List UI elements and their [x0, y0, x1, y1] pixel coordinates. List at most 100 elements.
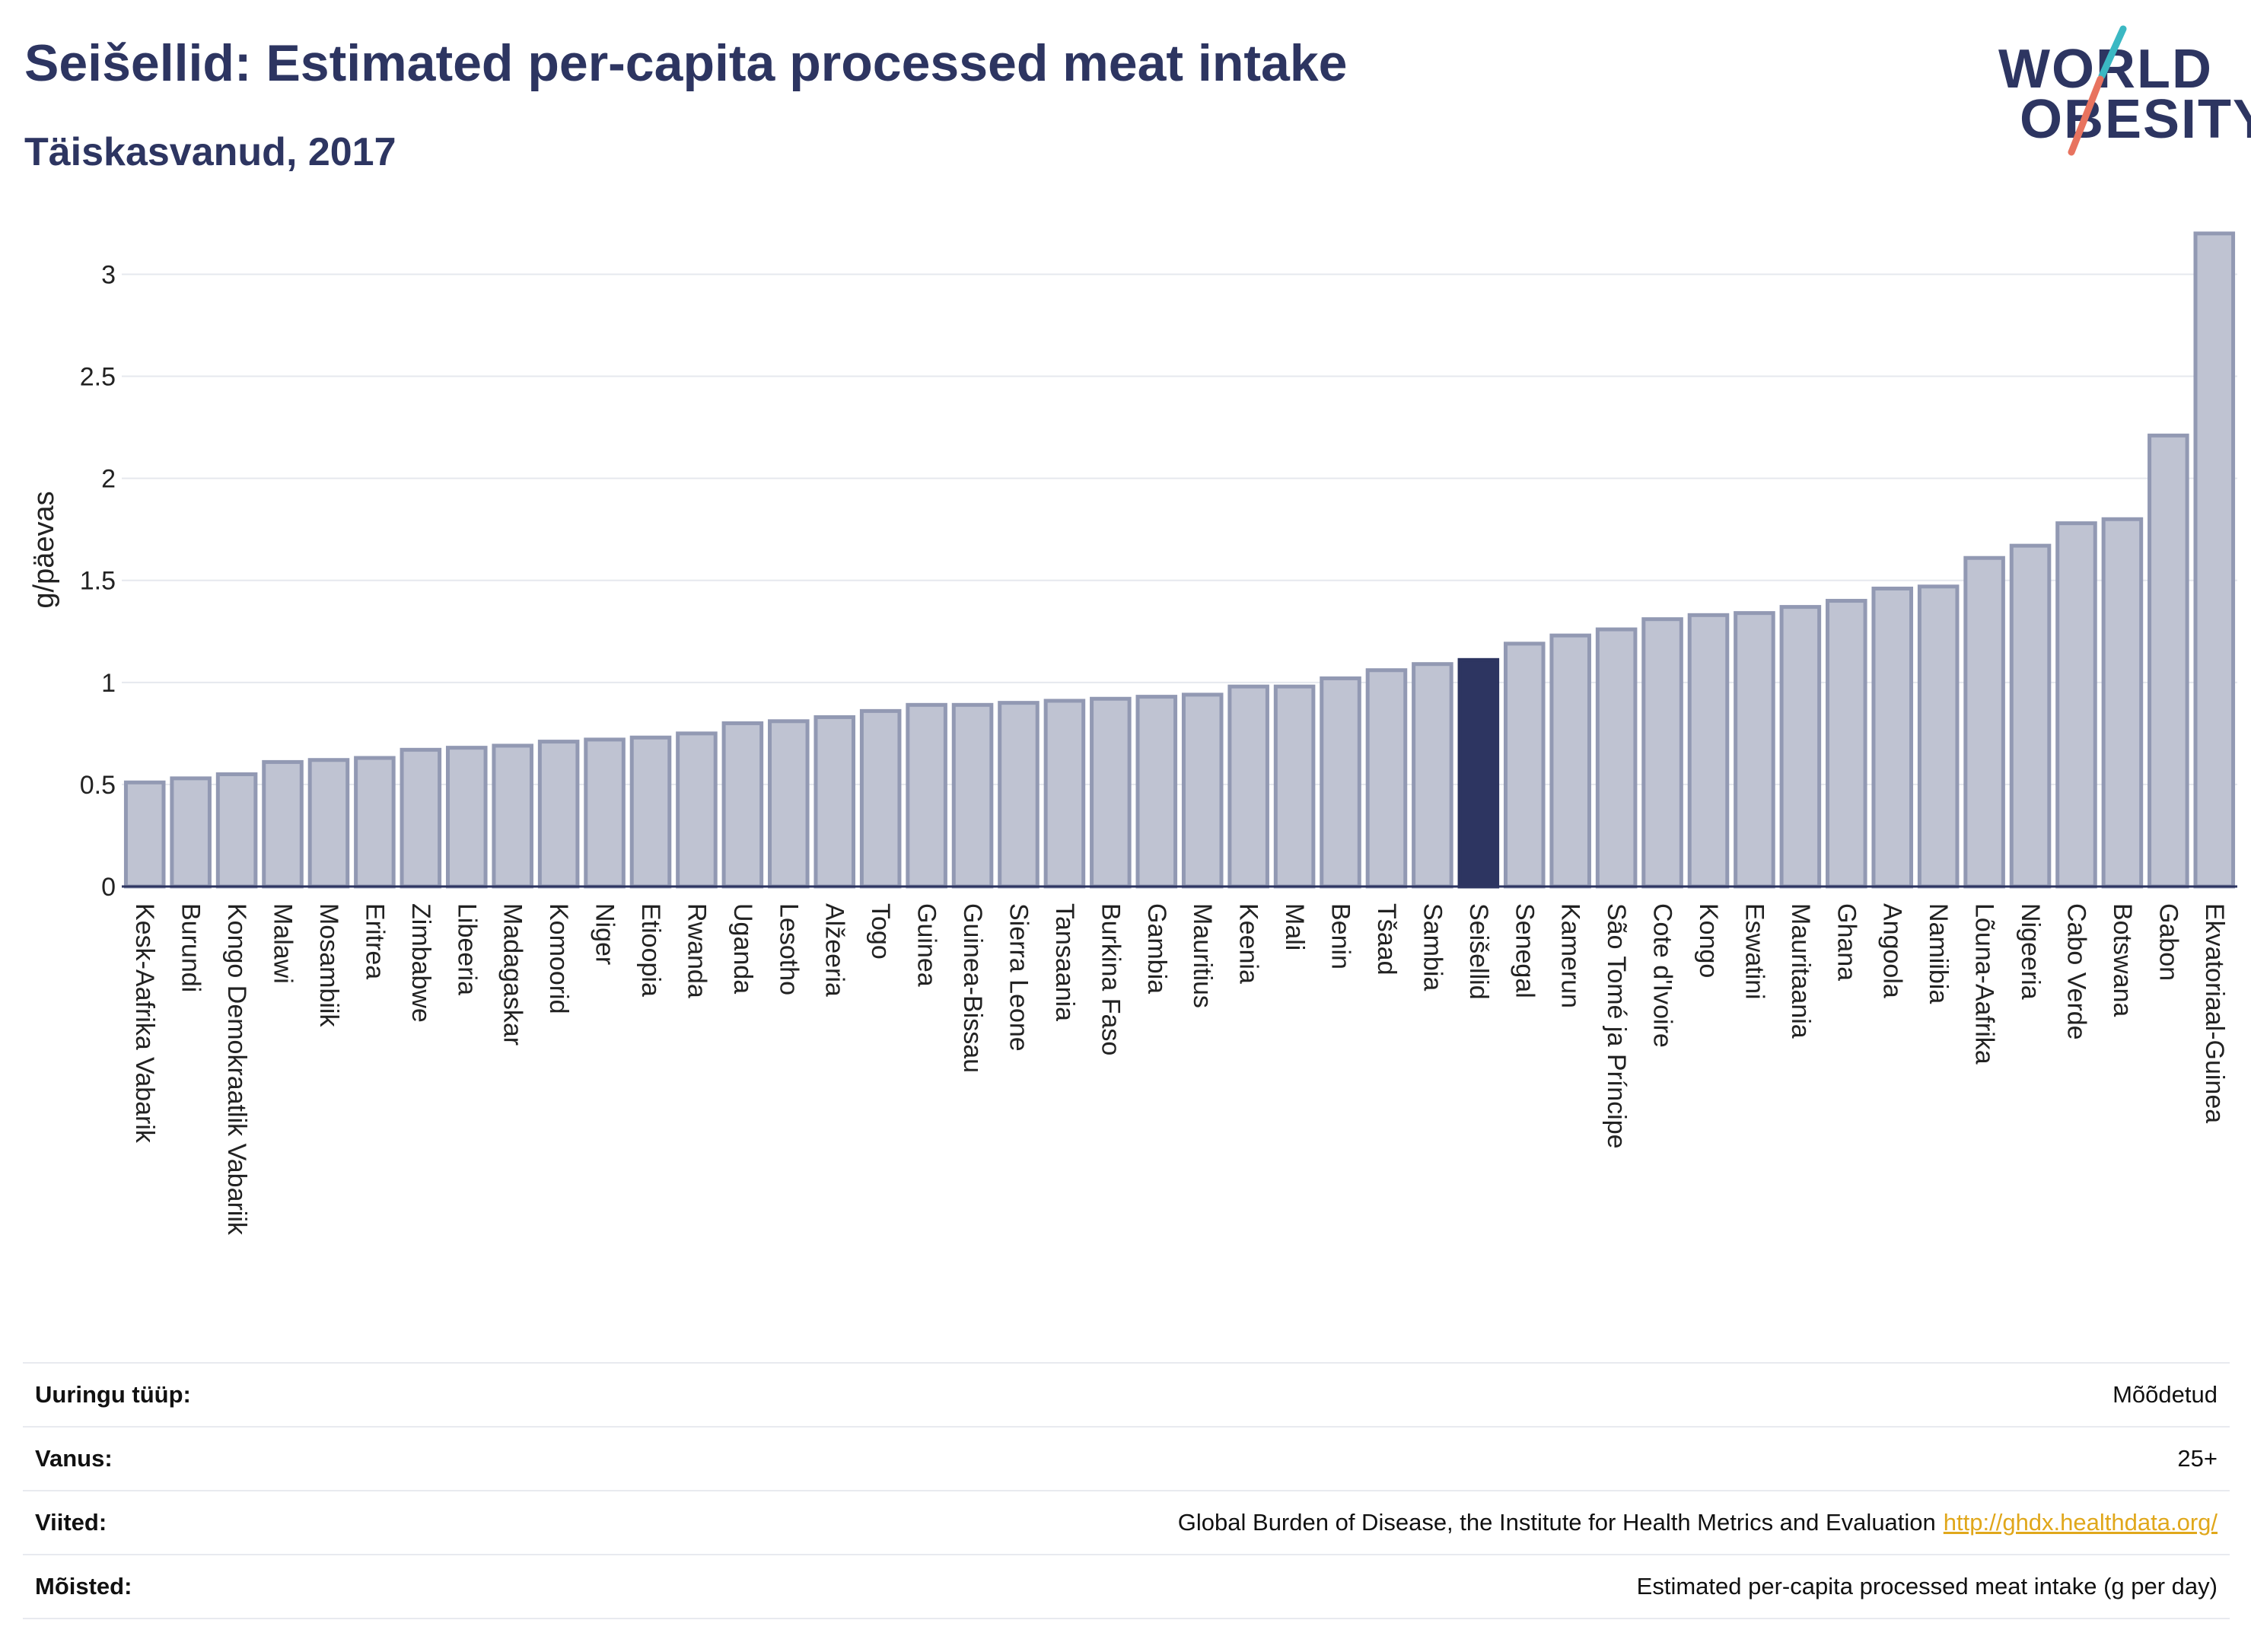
- bar: [1457, 657, 1500, 889]
- y-tick-label: 2: [101, 465, 116, 494]
- chart-title: Seišellid: Estimated per-capita processe…: [24, 34, 1348, 92]
- x-tick-label: Gabon: [2154, 903, 2183, 981]
- chart-subtitle: Täiskasvanud, 2017: [24, 130, 396, 174]
- info-row-survey-type: Uuringu tüüp: Mõõdetud: [23, 1362, 2230, 1426]
- x-tick-label: Uganda: [728, 903, 757, 994]
- bar: [445, 746, 488, 889]
- x-tick-label: Komoorid: [544, 903, 573, 1014]
- bar: [584, 737, 626, 889]
- logo-slash-icon: [2068, 25, 2127, 156]
- info-label: Mõisted:: [35, 1573, 132, 1599]
- x-tick-label: Malawi: [269, 903, 298, 984]
- bar: [1826, 599, 1867, 889]
- x-tick-label: Senegal: [1510, 903, 1539, 998]
- bar: [2101, 517, 2144, 889]
- y-tick-label: 1.5: [80, 567, 116, 596]
- bar: [1503, 641, 1546, 889]
- x-tick-label: Cabo Verde: [2062, 903, 2090, 1040]
- x-tick-label: Kongo: [1694, 903, 1723, 978]
- x-tick-label: Ghana: [1832, 903, 1861, 981]
- bar: [1779, 605, 1822, 889]
- bar: [354, 756, 396, 889]
- x-tick-label: Mauritaania: [1786, 903, 1815, 1039]
- x-tick-label: Rwanda: [682, 903, 711, 998]
- bar: [1135, 695, 1178, 889]
- bar: [537, 740, 580, 889]
- bar: [998, 701, 1040, 889]
- bar: [1641, 617, 1683, 889]
- bar: [215, 772, 258, 889]
- bar: [400, 747, 442, 889]
- info-value: Mõõdetud: [2113, 1381, 2218, 1408]
- bar: [1734, 611, 1775, 889]
- x-tick-label: Kamerun: [1556, 903, 1585, 1008]
- bar: [492, 743, 533, 889]
- info-value: Estimated per-capita processed meat inta…: [1636, 1573, 2218, 1599]
- bar: [2055, 521, 2097, 889]
- x-tick-label: Burundi: [177, 903, 205, 992]
- x-tick-label: Guinea: [912, 903, 941, 987]
- x-tick-label: Guinea-Bissau: [958, 903, 987, 1073]
- info-value: Global Burden of Disease, the Institute …: [1177, 1509, 1936, 1536]
- x-tick-label: Nigeeria: [2016, 903, 2045, 1000]
- info-value: 25+: [2177, 1445, 2218, 1472]
- x-tick-label: Gambia: [1142, 903, 1171, 994]
- x-tick-label: Etioopia: [636, 903, 665, 997]
- x-tick-label: Sierra Leone: [1004, 903, 1033, 1052]
- bar: [2009, 543, 2052, 889]
- y-tick-label: 3: [101, 260, 116, 289]
- x-tick-label: São Tomé ja Príncipe: [1602, 903, 1631, 1149]
- bar: [307, 758, 350, 889]
- x-tick-label: Togo: [866, 903, 895, 960]
- bar: [906, 702, 947, 889]
- x-tick-label: Benin: [1326, 903, 1355, 969]
- x-tick-label: Niger: [591, 903, 619, 965]
- bar: [629, 735, 672, 889]
- bar: [721, 721, 764, 889]
- bar: [170, 776, 212, 889]
- bar: [768, 719, 810, 889]
- x-tick-label: Eswatini: [1740, 903, 1769, 1000]
- world-obesity-logo: WORLD OBESITY: [1986, 23, 2251, 160]
- x-tick-label: Namiibia: [1924, 903, 1953, 1004]
- bar: [1687, 613, 1730, 889]
- logo-text-obesity: OBESITY: [2020, 89, 2251, 150]
- x-tick-label: Mali: [1280, 903, 1309, 950]
- info-label: Viited:: [35, 1509, 107, 1536]
- bar: [1181, 692, 1224, 889]
- info-label: Vanus:: [35, 1445, 113, 1472]
- x-tick-label: Kesk-Aafrika Vabarik: [130, 903, 159, 1144]
- bar: [262, 759, 304, 889]
- y-tick-label: 0: [101, 873, 116, 902]
- bar: [1549, 633, 1591, 889]
- reference-link[interactable]: http://ghdx.healthdata.org/: [1943, 1509, 2218, 1536]
- x-tick-label: Mosambiik: [314, 903, 343, 1027]
- x-tick-label: Botswana: [2108, 903, 2137, 1017]
- x-tick-label: Tansaania: [1050, 903, 1079, 1021]
- bar: [859, 708, 902, 889]
- bar: [1365, 668, 1408, 889]
- x-tick-label: Alžeeria: [820, 903, 849, 997]
- bar: [1043, 699, 1086, 889]
- x-tick-label: Keenia: [1234, 903, 1263, 984]
- x-tick-label: Tšaad: [1372, 903, 1401, 976]
- bar: [1917, 584, 1960, 889]
- bar: [951, 702, 994, 889]
- x-tick-label: Burkina Faso: [1096, 903, 1125, 1055]
- bar: [1090, 696, 1132, 889]
- x-tick-label: Zimbabwe: [406, 903, 435, 1023]
- x-tick-label: Eritrea: [360, 903, 389, 979]
- x-tick-label: Angoola: [1878, 903, 1907, 998]
- bar-chart: 0 0.5 1 1.5 2 2.5 3 g/päevas Kesk-Aafrika Vabari…: [28, 231, 2237, 1236]
- bar: [2148, 433, 2189, 889]
- y-tick-label: 2.5: [80, 363, 116, 392]
- x-tick-label: Ekvatoriaal-Guinea: [2200, 903, 2229, 1123]
- bar: [1595, 627, 1638, 889]
- x-tick-label: Sambia: [1418, 903, 1447, 991]
- bar: [676, 731, 718, 889]
- x-tick-label: Madagaskar: [498, 903, 527, 1046]
- x-tick-label: Mauritius: [1188, 903, 1217, 1008]
- info-label: Uuringu tüüp:: [35, 1381, 191, 1408]
- bar: [813, 715, 856, 889]
- x-tick-label: Cote d'Ivoire: [1648, 903, 1677, 1048]
